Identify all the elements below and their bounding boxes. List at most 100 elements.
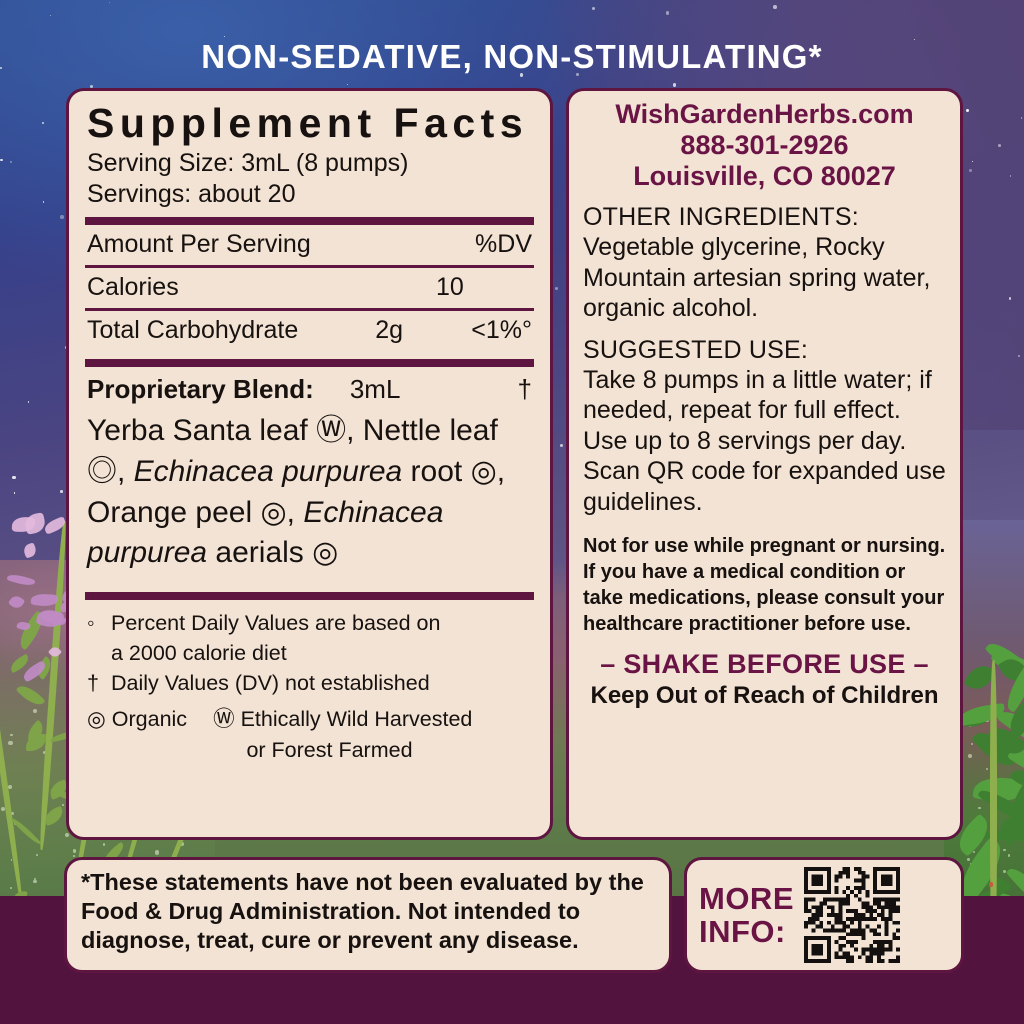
meadow-sparkle <box>154 850 160 855</box>
plant-stem <box>990 660 997 950</box>
other-ingredients-body: Vegetable glycerine, Rocky Mountain arte… <box>583 233 931 323</box>
table-row: Calories 10 <box>85 268 534 308</box>
suggested-use-body: Take 8 pumps in a little water; if neede… <box>583 365 946 516</box>
footnote-percent-dv-cont: a 2000 calorie diet <box>87 638 532 668</box>
star <box>12 475 16 480</box>
brand-phone[interactable]: 888-301-2926 <box>680 129 849 160</box>
star <box>965 108 970 112</box>
star <box>1010 175 1012 177</box>
star <box>592 7 596 11</box>
dv-label: %DV <box>475 230 532 258</box>
suggested-use-heading: SUGGESTED USE: <box>583 335 809 364</box>
star <box>27 401 30 403</box>
divider-thick <box>85 592 534 601</box>
ingredient-text: , Nettle leaf <box>346 414 498 447</box>
divider-thick <box>85 217 534 225</box>
meadow-sparkle <box>10 733 13 737</box>
meadow-sparkle <box>970 742 974 745</box>
star <box>0 158 3 162</box>
ingredient-text: , <box>286 495 304 529</box>
star <box>519 73 523 77</box>
star <box>773 5 777 9</box>
meadow-sparkle <box>36 854 38 857</box>
brand-contact-block: WishGardenHerbs.com 888-301-2926 Louisvi… <box>583 99 946 191</box>
servings-per-container: Servings: about 20 <box>87 179 296 208</box>
star <box>1008 297 1012 300</box>
meadow-sparkle <box>7 784 12 790</box>
ingredient-scientific-name: Echinacea purpurea <box>133 454 403 488</box>
meadow-sparkle <box>64 832 70 838</box>
ingredient-text: root <box>402 454 471 488</box>
other-ingredients-heading: OTHER INGREDIENTS: <box>583 203 859 232</box>
meadow-sparkle <box>1002 869 1007 873</box>
fda-disclaimer-panel: *These statements have not been evaluate… <box>64 857 672 973</box>
star <box>448 58 450 60</box>
degree-mark-icon: ◦ <box>87 611 95 636</box>
meadow-sparkle <box>180 842 185 847</box>
footnote-text: Percent Daily Values are based on <box>111 611 441 636</box>
meadow-sparkle <box>968 753 973 758</box>
ingredient-scientific-name: Echinacea purpurea <box>87 495 444 570</box>
more-info-panel[interactable]: MORE INFO: <box>684 857 964 973</box>
proprietary-blend-dagger: † <box>517 374 532 404</box>
wild-harvested-legend-text-2: or Forest Farmed <box>246 737 413 762</box>
meadow-sparkle <box>102 843 106 846</box>
warning-text: Not for use while pregnant or nursing. I… <box>583 535 946 636</box>
symbol-legend-row: ◎ Organic Ⓦ Ethically Wild Harvested <box>87 700 532 734</box>
ingredient-text: ◎ <box>87 454 117 488</box>
brand-info-panel: WishGardenHerbs.com 888-301-2926 Louisvi… <box>566 88 963 840</box>
star <box>997 143 1001 147</box>
more-info-label-line2: INFO: <box>699 914 786 949</box>
ingredient-text: , Orange peel <box>87 454 506 529</box>
qr-code-icon[interactable] <box>804 867 900 963</box>
star <box>89 84 93 88</box>
plant-berry <box>988 882 994 887</box>
dagger-mark-icon: † <box>87 671 99 696</box>
meadow-sparkle <box>973 851 976 854</box>
star <box>560 444 564 447</box>
meadow-sparkle <box>1003 848 1006 852</box>
brand-website[interactable]: WishGardenHerbs.com <box>615 99 914 129</box>
meadow-sparkle <box>33 879 38 884</box>
keep-out-of-reach-notice: Keep Out of Reach of Children <box>590 682 939 710</box>
star <box>710 62 712 64</box>
proprietary-blend-row: Proprietary Blend: 3mL † <box>85 367 534 409</box>
wild-harvested-symbol-icon: Ⓦ <box>213 707 235 732</box>
star <box>10 161 13 164</box>
meadow-sparkle <box>967 857 971 861</box>
divider-thin <box>85 308 534 311</box>
wild-harvested-legend-text: Ethically Wild Harvested <box>240 707 473 732</box>
meadow-sparkle <box>977 806 981 810</box>
star <box>0 67 2 69</box>
star <box>43 201 45 203</box>
ingredient-text: , <box>117 454 134 488</box>
star <box>971 160 974 163</box>
more-info-label-line1: MORE <box>699 880 794 916</box>
star <box>672 83 677 87</box>
star <box>1021 117 1023 119</box>
meadow-sparkle <box>8 740 13 745</box>
meadow-sparkle <box>32 708 37 713</box>
supplement-facts-title: Supplement Facts <box>87 100 529 146</box>
star <box>60 215 65 219</box>
star <box>60 490 63 493</box>
star <box>224 35 226 38</box>
ingredient-text: aerials <box>207 536 313 570</box>
meadow-sparkle <box>1 807 6 812</box>
footnote-text: Daily Values (DV) not established <box>111 671 430 696</box>
star <box>13 491 16 494</box>
symbol-legend: ◎ Organic Ⓦ Ethically Wild Harvested or … <box>87 698 532 764</box>
meadow-sparkle <box>986 768 989 771</box>
ingredients-list: Yerba Santa leaf Ⓦ, Nettle leaf ◎, Echin… <box>85 409 534 584</box>
star <box>1018 355 1020 358</box>
nutrient-name: Calories <box>87 273 179 301</box>
meadow-sparkle <box>72 849 77 853</box>
nutrient-name: Total Carbohydrate <box>87 316 299 344</box>
footnote-dagger: † Daily Values (DV) not established <box>87 668 532 698</box>
serving-size: Serving Size: 3mL (8 pumps) <box>87 149 409 177</box>
meadow-sparkle <box>62 804 64 806</box>
star <box>665 11 670 15</box>
meadow-sparkle <box>72 855 75 858</box>
footnotes: ◦ Percent Daily Values are based on a 20… <box>85 600 534 764</box>
table-row: Total Carbohydrate 2g <1%° <box>85 311 534 351</box>
